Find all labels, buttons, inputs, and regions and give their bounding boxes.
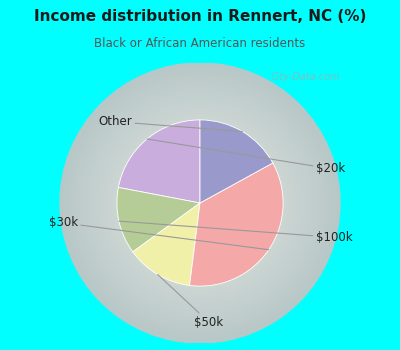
- Circle shape: [172, 175, 228, 231]
- Circle shape: [67, 70, 333, 336]
- Circle shape: [188, 191, 212, 215]
- Circle shape: [116, 119, 284, 287]
- Circle shape: [86, 89, 314, 317]
- Circle shape: [158, 161, 242, 245]
- Circle shape: [184, 187, 216, 219]
- Circle shape: [72, 75, 328, 331]
- Circle shape: [74, 77, 326, 329]
- Text: Other: Other: [98, 115, 242, 132]
- Circle shape: [93, 96, 307, 310]
- Circle shape: [146, 149, 254, 257]
- Circle shape: [179, 182, 221, 224]
- Circle shape: [76, 79, 324, 327]
- Circle shape: [139, 142, 261, 264]
- Circle shape: [151, 154, 249, 252]
- Circle shape: [69, 72, 331, 334]
- Circle shape: [195, 198, 205, 208]
- Text: $30k: $30k: [49, 216, 269, 250]
- Circle shape: [123, 126, 277, 280]
- Wedge shape: [117, 188, 200, 252]
- Circle shape: [111, 114, 289, 292]
- Circle shape: [174, 177, 226, 229]
- Text: $50k: $50k: [158, 274, 224, 329]
- Circle shape: [170, 173, 230, 233]
- Circle shape: [109, 112, 291, 294]
- Circle shape: [156, 159, 244, 247]
- Circle shape: [142, 145, 258, 261]
- Text: Black or African American residents: Black or African American residents: [94, 37, 306, 50]
- Circle shape: [97, 100, 303, 306]
- Circle shape: [100, 103, 300, 303]
- Circle shape: [132, 135, 268, 271]
- Circle shape: [118, 121, 282, 285]
- Circle shape: [186, 189, 214, 217]
- Wedge shape: [118, 120, 200, 203]
- Circle shape: [107, 110, 293, 296]
- Wedge shape: [190, 163, 283, 286]
- Circle shape: [149, 152, 251, 254]
- Circle shape: [130, 133, 270, 273]
- Circle shape: [163, 166, 237, 240]
- Circle shape: [65, 68, 335, 338]
- Text: $100k: $100k: [119, 221, 352, 244]
- Circle shape: [125, 128, 275, 278]
- Text: City-Data.com: City-Data.com: [270, 72, 340, 82]
- Circle shape: [62, 65, 338, 341]
- Circle shape: [167, 170, 233, 236]
- Circle shape: [102, 105, 298, 301]
- Circle shape: [95, 98, 305, 308]
- Text: Income distribution in Rennert, NC (%): Income distribution in Rennert, NC (%): [34, 9, 366, 24]
- Circle shape: [137, 140, 263, 266]
- Circle shape: [165, 168, 235, 238]
- Circle shape: [198, 201, 202, 205]
- Text: $20k: $20k: [147, 139, 345, 175]
- Circle shape: [81, 84, 319, 322]
- Circle shape: [90, 93, 310, 313]
- Circle shape: [114, 117, 286, 289]
- Circle shape: [128, 131, 272, 275]
- Circle shape: [104, 107, 296, 299]
- Circle shape: [144, 147, 256, 259]
- Circle shape: [60, 63, 340, 343]
- Wedge shape: [133, 203, 200, 286]
- Circle shape: [153, 156, 247, 250]
- Circle shape: [79, 82, 321, 324]
- Circle shape: [160, 163, 240, 243]
- Circle shape: [83, 86, 317, 320]
- Circle shape: [88, 91, 312, 315]
- Circle shape: [135, 138, 265, 268]
- Wedge shape: [200, 120, 273, 203]
- Circle shape: [193, 196, 207, 210]
- Circle shape: [121, 124, 279, 282]
- Circle shape: [181, 184, 219, 222]
- Circle shape: [177, 180, 223, 226]
- Circle shape: [191, 194, 209, 212]
